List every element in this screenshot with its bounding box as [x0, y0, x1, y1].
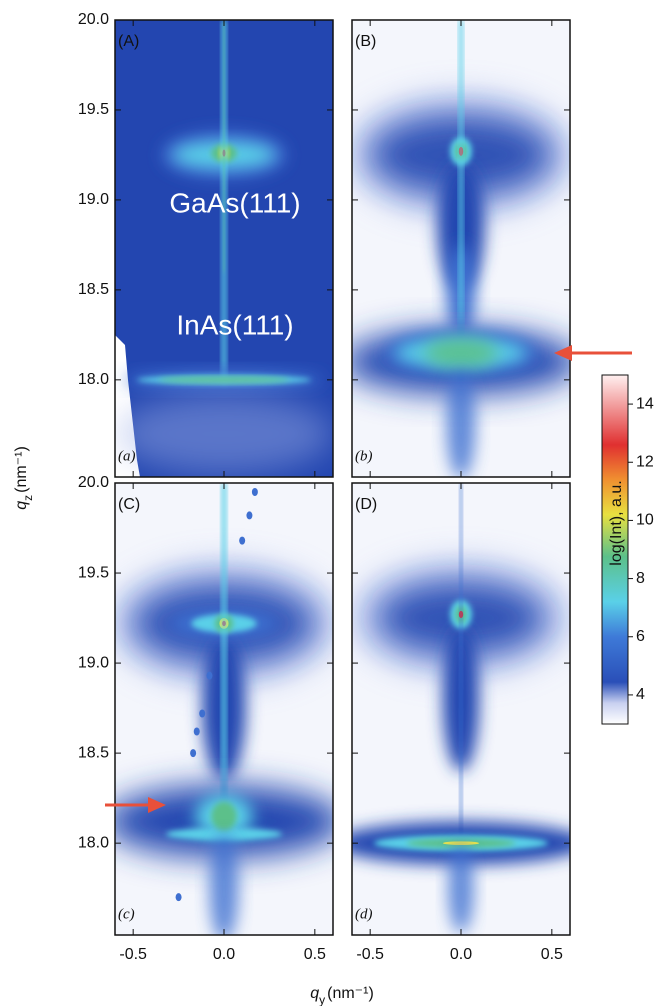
colorbar: 4 6 8 10 12 14 log(Int), a.u. — [601, 374, 654, 725]
symbol: q — [13, 501, 30, 510]
arrow-c — [105, 797, 166, 813]
spot — [175, 893, 182, 902]
panel-label: (C) — [118, 496, 140, 513]
y-tick-label: 19.0 — [78, 191, 109, 208]
y-tick-label: 18.5 — [78, 744, 109, 761]
arrow-b — [554, 345, 632, 361]
panel-sublabel: (d) — [355, 906, 373, 922]
intensity-feature — [158, 376, 290, 383]
y-tick-label: 20.0 — [78, 474, 109, 491]
x-tick-label: -0.5 — [119, 946, 147, 963]
colorbar-tick-label: 14 — [636, 395, 654, 412]
colorbar-tick-label: 4 — [636, 686, 645, 703]
x-tick-label: -0.5 — [356, 946, 384, 963]
heatmap-image — [115, 483, 333, 935]
spot — [193, 727, 200, 736]
y-axis-title: qz (nm⁻¹) — [13, 446, 35, 510]
streak — [459, 483, 463, 844]
y-tick-label: 18.0 — [78, 371, 109, 388]
y-tick-label: 18.5 — [78, 281, 109, 298]
heatmap-image — [352, 483, 570, 935]
intensity-feature — [211, 801, 237, 831]
intensity-feature — [448, 843, 474, 934]
spot — [190, 749, 197, 758]
intensity-feature — [424, 338, 498, 368]
unit: (nm⁻¹) — [13, 446, 30, 493]
panel-sublabel: (b) — [355, 448, 373, 464]
panel: -0.5 0.0 0.5 18.0 18.5 19.0 19.5 20.0 (C) (c) — [78, 474, 334, 963]
x-tick-label: 0.0 — [213, 946, 235, 963]
annotation: GaAs(111) — [169, 187, 300, 218]
spot — [246, 511, 253, 520]
panel: -0.5 0.0 0.5 (D) (d) — [351, 482, 571, 963]
x-axis-title: qy (nm⁻¹) — [310, 985, 374, 1006]
colorbar-title: log(Int), a.u. — [608, 480, 625, 565]
subscript: y — [319, 993, 325, 1006]
y-tick-label: 19.0 — [78, 654, 109, 671]
spot — [206, 671, 213, 680]
panel-sublabel: (c) — [118, 906, 135, 922]
y-tick-label: 19.5 — [78, 101, 109, 118]
colorbar-tick-label: 8 — [636, 570, 645, 587]
y-tick-label: 18.0 — [78, 834, 109, 851]
panel-sublabel: (a) — [118, 448, 136, 464]
panel-label: (A) — [118, 33, 139, 50]
panel-label: (B) — [355, 33, 376, 50]
intensity-feature — [115, 394, 333, 474]
intensity-feature — [209, 834, 239, 935]
x-tick-label: 0.5 — [541, 946, 563, 963]
unit: (nm⁻¹) — [327, 985, 374, 1002]
intensity-feature — [446, 370, 476, 477]
colorbar-tick-label: 6 — [636, 628, 645, 645]
x-tick-label: 0.0 — [450, 946, 472, 963]
colorbar-tick-label: 12 — [636, 453, 654, 470]
streak — [221, 483, 227, 844]
heatmap-image — [115, 20, 333, 477]
symbol: q — [310, 985, 319, 1002]
colorbar-gradient — [601, 374, 629, 725]
panel: (B) (b) — [351, 19, 571, 478]
colorbar-title-text: log(Int), a.u. — [608, 480, 625, 565]
panel-label: (D) — [355, 496, 377, 513]
heatmap-image — [352, 20, 570, 477]
streak — [459, 20, 463, 380]
subscript: z — [21, 495, 35, 501]
y-tick-label: 20.0 — [78, 11, 109, 28]
y-axis-title-text: qz (nm⁻¹) — [13, 446, 35, 510]
panel: 18.0 18.5 19.0 19.5 20.0 (A) (a) GaAs(111) InAs(… — [78, 11, 334, 478]
streak — [223, 20, 225, 272]
spot — [199, 709, 206, 718]
y-tick-label: 19.5 — [78, 564, 109, 581]
spot — [239, 536, 246, 545]
colorbar-tick-label: 10 — [636, 512, 654, 529]
spot — [251, 488, 258, 497]
annotation: InAs(111) — [176, 309, 293, 340]
x-tick-label: 0.5 — [304, 946, 326, 963]
